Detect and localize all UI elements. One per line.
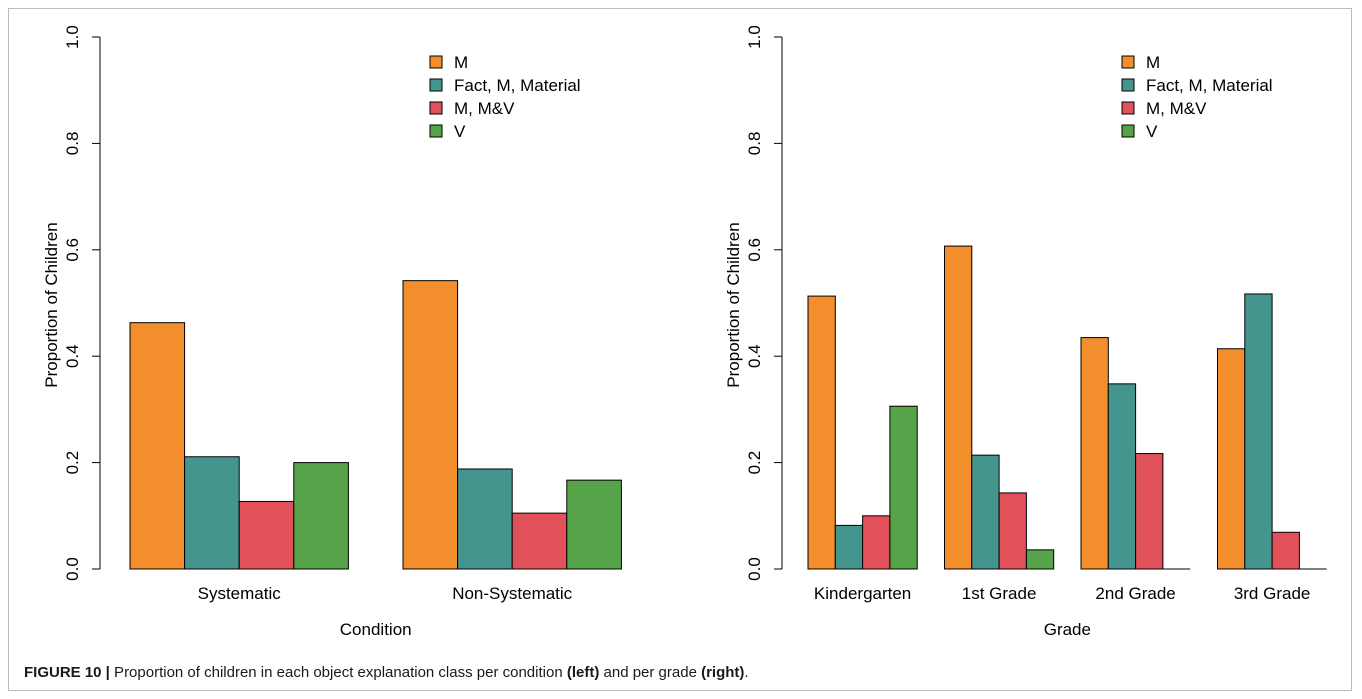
legend-entry: Fact, M, Material: [1146, 76, 1273, 95]
legend-swatch: [1121, 124, 1135, 138]
bar: [834, 524, 864, 570]
y-axis-title: Proportion of Children: [42, 222, 61, 387]
bar: [457, 468, 513, 570]
bar: [293, 462, 349, 570]
legend-swatch: [1121, 78, 1135, 92]
bar: [566, 479, 622, 570]
legend-entry: M: [454, 53, 468, 72]
caption-bold-right: (right): [701, 664, 745, 681]
legend-swatch: [1121, 101, 1135, 115]
y-tick-label: 0.2: [745, 451, 764, 475]
caption-text-3: .: [744, 664, 749, 681]
bar: [998, 492, 1027, 570]
figure-caption: FIGURE 10 | Proportion of children in ea…: [24, 664, 749, 681]
x-tick-label: 2nd Grade: [1095, 584, 1175, 603]
x-tick-label: 3rd Grade: [1234, 584, 1311, 603]
x-tick-label: Kindergarten: [814, 584, 911, 603]
y-tick-label: 0.0: [745, 557, 764, 581]
legend-entry: V: [1146, 122, 1158, 141]
bar: [511, 512, 568, 570]
bar: [238, 500, 295, 570]
caption-label: FIGURE 10 |: [24, 664, 110, 681]
bar: [1107, 383, 1137, 570]
bar: [1080, 337, 1109, 570]
left-panel: 0.0 0.2 0.4 0.6 0.8 1.0 Proportion of Children…: [42, 25, 622, 639]
legend-entry: M, M&V: [454, 99, 515, 118]
bar: [862, 515, 891, 570]
y-tick-label: 1.0: [745, 25, 764, 49]
y-tick-label: 0.6: [745, 238, 764, 262]
bar: [402, 280, 459, 570]
bar: [889, 405, 918, 570]
caption-bold-left: (left): [566, 664, 600, 681]
bar: [944, 245, 973, 570]
legend-entry: V: [454, 122, 466, 141]
x-tick-label: Systematic: [198, 584, 282, 603]
caption-text-2: and per grade: [599, 664, 702, 681]
bar: [971, 454, 1000, 570]
legend-entry: M: [1146, 53, 1160, 72]
legend-swatch: [429, 101, 443, 115]
legend-entry: M, M&V: [1146, 99, 1207, 118]
y-tick-label: 1.0: [63, 25, 82, 49]
y-tick-label: 0.6: [63, 238, 82, 262]
x-axis-title: Condition: [340, 620, 412, 639]
legend-swatch: [429, 124, 443, 138]
bar: [1217, 348, 1246, 570]
bar: [1025, 549, 1055, 570]
y-axis-title: Proportion of Children: [724, 222, 743, 387]
y-tick-label: 0.0: [63, 557, 82, 581]
bar: [807, 295, 836, 570]
right-panel: 0.0 0.2 0.4 0.6 0.8 1.0 Proportion of Children…: [724, 25, 1327, 639]
y-tick-label: 0.8: [63, 132, 82, 156]
x-tick-label: 1st Grade: [962, 584, 1037, 603]
y-tick-label: 0.4: [745, 344, 764, 368]
bar: [184, 456, 240, 570]
bar: [1271, 531, 1300, 570]
bar: [129, 322, 186, 570]
x-tick-label: Non-Systematic: [452, 584, 572, 603]
bar: [1135, 453, 1164, 570]
bar: [1244, 293, 1273, 570]
caption-text-1: Proportion of children in each object ex…: [109, 664, 567, 681]
legend-swatch: [429, 55, 443, 69]
x-axis-title: Grade: [1044, 620, 1091, 639]
y-tick-label: 0.2: [63, 451, 82, 475]
legend-swatch: [429, 78, 443, 92]
y-tick-label: 0.8: [745, 132, 764, 156]
legend-entry: Fact, M, Material: [454, 76, 581, 95]
legend-swatch: [1121, 55, 1135, 69]
y-tick-label: 0.4: [63, 344, 82, 368]
figure-frame: [8, 8, 1352, 691]
